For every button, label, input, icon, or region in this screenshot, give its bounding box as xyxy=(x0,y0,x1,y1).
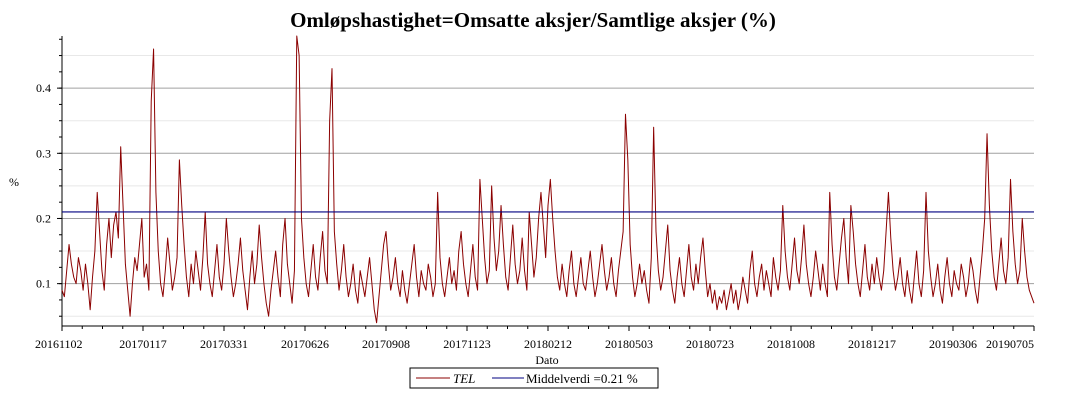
x-tick-label: 20190306 xyxy=(929,337,977,351)
axes xyxy=(57,36,1035,331)
x-tick-label: 20181217 xyxy=(848,337,896,351)
x-axis-label: Dato xyxy=(535,353,558,367)
x-tick-label: 20170331 xyxy=(200,337,248,351)
y-axis-label: % xyxy=(9,175,19,189)
y-tick-label: 0.3 xyxy=(36,146,51,160)
legend-label-tel: TEL xyxy=(453,371,475,386)
series-line-tel xyxy=(61,35,1035,324)
series-layer xyxy=(61,35,1035,324)
x-tick-label: 20181008 xyxy=(767,337,815,351)
y-tick-label: 0.2 xyxy=(36,211,51,225)
x-tick-label: 20180723 xyxy=(686,337,734,351)
legend-box xyxy=(409,367,659,389)
x-tick-label: 20171123 xyxy=(443,337,491,351)
y-tick-labels: 0.1 0.2 0.3 0.4 xyxy=(36,81,51,291)
chart-title: Omløpshastighet=Omsatte aksjer/Samtlige … xyxy=(290,8,776,32)
legend: TEL Middelverdi =0.21 % xyxy=(409,367,659,389)
x-tick-label: 20190705 xyxy=(986,337,1034,351)
gridlines xyxy=(62,55,1034,317)
x-tick-label: 20170117 xyxy=(119,337,167,351)
x-tick-label: 20170908 xyxy=(362,337,410,351)
y-tick-label: 0.1 xyxy=(36,277,51,291)
x-tick-label: 20180212 xyxy=(524,337,572,351)
x-tick-label: 20180503 xyxy=(605,337,653,351)
x-tick-labels: 20161102 20170117 20170331 20170626 20170908… xyxy=(35,337,1034,351)
legend-label-mean: Middelverdi =0.21 % xyxy=(526,371,638,386)
x-tick-label: 20170626 xyxy=(281,337,329,351)
y-tick-label: 0.4 xyxy=(36,81,51,95)
x-tick-label: 20161102 xyxy=(35,337,83,351)
